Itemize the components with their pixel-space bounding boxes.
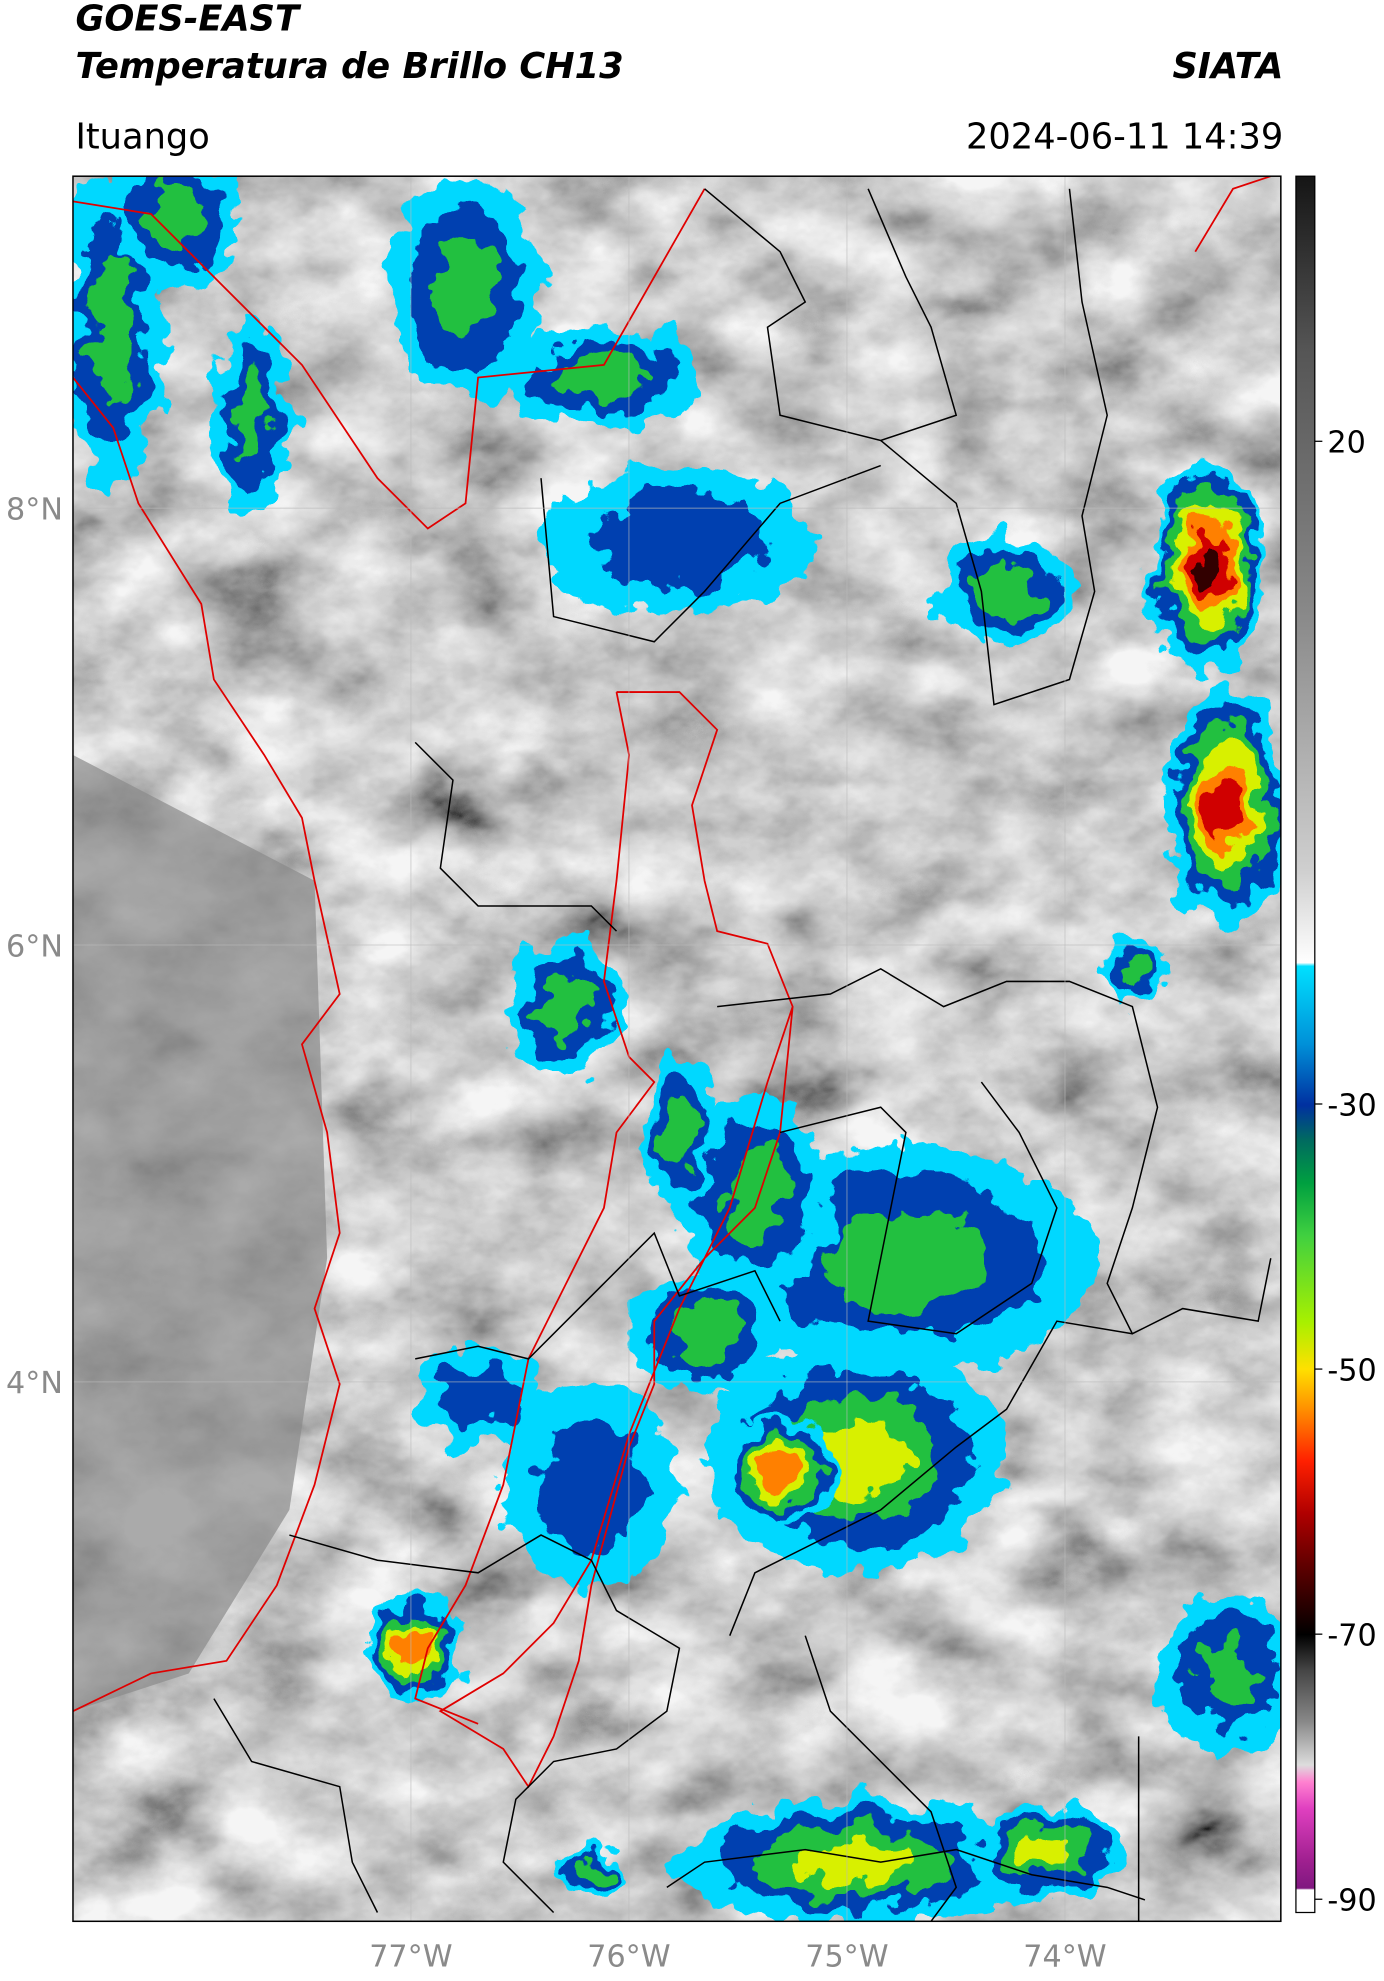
storm-level xyxy=(579,1862,604,1888)
colorbar-tick-label: -90 xyxy=(1327,1884,1376,1919)
y-tick-label: 8°N xyxy=(6,493,63,528)
red-borders xyxy=(72,176,1272,1789)
storm-level xyxy=(1195,543,1220,589)
storm-level xyxy=(1018,1832,1071,1868)
storm-level xyxy=(721,1150,789,1241)
timestamp: 2024-06-11 14:39 xyxy=(966,117,1283,158)
storm-level xyxy=(234,370,269,460)
colorbar xyxy=(1295,175,1316,1914)
storm-level xyxy=(431,239,500,340)
storm-level xyxy=(1195,1637,1258,1710)
storm-level xyxy=(541,975,592,1038)
storm-level xyxy=(90,254,136,400)
storm-level xyxy=(822,1207,990,1309)
colorbar-tick-label: 20 xyxy=(1327,426,1365,461)
black-borders xyxy=(213,188,1272,1922)
storm-level xyxy=(594,494,765,588)
storm-level xyxy=(763,1455,797,1489)
storm-level xyxy=(439,1365,517,1428)
map-image xyxy=(72,176,1281,1922)
storm-level xyxy=(662,1098,697,1166)
y-tick-label: 4°N xyxy=(6,1366,63,1401)
storm-level xyxy=(975,566,1038,617)
colorbar-tick-label: -30 xyxy=(1327,1088,1376,1123)
axes: 77°W 76°W 75°W 74°W 8°N 6°N 4°N xyxy=(6,493,1107,1975)
storm-level xyxy=(148,180,205,248)
colorbar-ticks: 20 -30 -50 -70 -90 xyxy=(1314,426,1377,1919)
storm-level xyxy=(537,1422,646,1547)
x-tick-label: 74°W xyxy=(1023,1940,1106,1975)
credit: SIATA xyxy=(1172,46,1283,87)
map-frame xyxy=(72,175,1282,1923)
x-tick-label: 75°W xyxy=(805,1940,888,1975)
y-tick-label: 6°N xyxy=(6,929,63,964)
storm-level xyxy=(794,1840,917,1885)
subtitle: Temperatura de Brillo CH13 xyxy=(75,46,623,87)
title: GOES-EAST xyxy=(75,0,302,39)
ocean xyxy=(72,754,328,1712)
location: Ituango xyxy=(75,117,209,158)
colorbar-tick-label: -50 xyxy=(1327,1353,1376,1388)
storm-cells xyxy=(72,176,1281,1922)
storm-level xyxy=(559,355,649,400)
storm-level xyxy=(671,1305,739,1362)
grid xyxy=(72,176,1281,1922)
storm-level xyxy=(1118,954,1147,983)
x-tick-label: 76°W xyxy=(587,1940,670,1975)
colorbar-tick-label: -70 xyxy=(1327,1618,1376,1653)
x-tick-label: 77°W xyxy=(369,1940,452,1975)
storm-level xyxy=(400,1632,430,1665)
storm-level xyxy=(1211,776,1242,835)
